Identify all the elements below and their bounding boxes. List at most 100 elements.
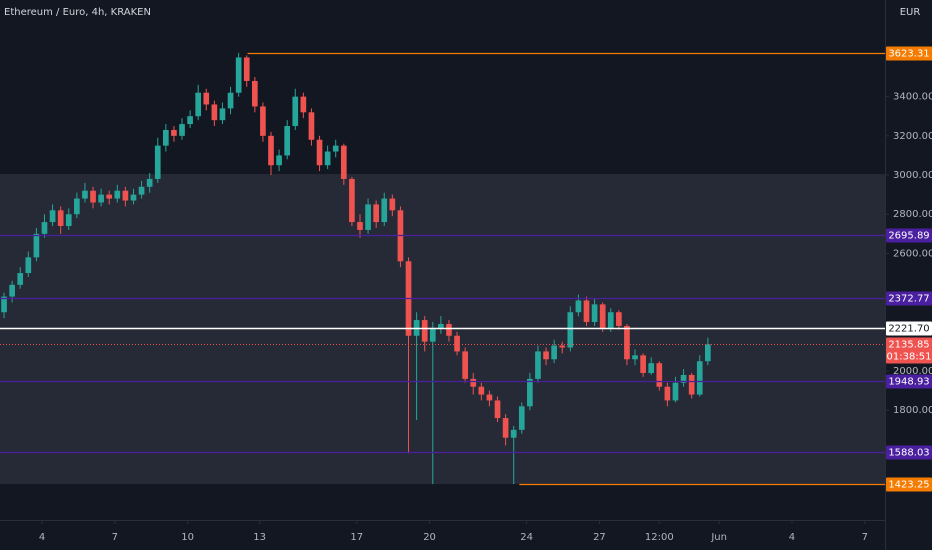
candle-body xyxy=(17,273,24,285)
level-label-box xyxy=(886,228,932,243)
x-tick-label: 12:00 xyxy=(645,532,674,543)
candle-body xyxy=(154,145,161,179)
candle-body xyxy=(664,386,671,401)
candle-body xyxy=(211,104,218,121)
candle-body xyxy=(122,190,129,201)
candle-body xyxy=(421,320,428,342)
candle-body xyxy=(632,355,638,360)
candle-body xyxy=(106,194,113,199)
candle-body xyxy=(599,304,606,328)
y-tick-label: 3000.00 xyxy=(893,170,932,181)
x-tick-label: 20 xyxy=(423,532,436,543)
candle-body xyxy=(527,378,533,407)
candle-body xyxy=(624,325,630,360)
candle-body xyxy=(648,363,655,373)
candle-body xyxy=(583,300,590,323)
candle-body xyxy=(340,145,347,179)
candle-body xyxy=(227,92,234,109)
countdown-label: 01:38:51 xyxy=(887,352,932,363)
x-tick-label: 4 xyxy=(39,532,45,543)
candle-body xyxy=(268,135,274,166)
candle-body xyxy=(502,418,509,438)
chart-title: Ethereum / Euro, 4h, KRAKEN xyxy=(4,7,151,18)
candle-body xyxy=(203,92,210,105)
candle-body xyxy=(535,351,541,379)
candle-body xyxy=(219,108,226,121)
candle-body xyxy=(680,374,687,383)
candle-body xyxy=(389,198,396,211)
candle-body xyxy=(292,96,299,127)
candle-body xyxy=(146,178,153,187)
candle-body xyxy=(696,361,703,395)
candle-body xyxy=(308,112,315,140)
y-tick-label: 1800.00 xyxy=(893,405,932,416)
candle-body xyxy=(332,145,339,152)
x-tick-label: 7 xyxy=(112,532,118,543)
x-tick-label: 10 xyxy=(181,532,194,543)
candle-body xyxy=(171,129,177,136)
candle-body xyxy=(429,327,436,342)
candle-body xyxy=(672,382,679,401)
level-label-box xyxy=(886,477,932,492)
candle-body xyxy=(130,194,137,201)
candle-body xyxy=(98,194,104,203)
candle-body xyxy=(688,374,695,395)
level-label: 1948.93 xyxy=(888,377,929,388)
level-label-box xyxy=(886,445,932,460)
candle-body xyxy=(114,190,121,199)
candle-body xyxy=(251,80,258,107)
last-price-label: 2135.85 xyxy=(888,340,929,351)
candle-body xyxy=(438,323,444,328)
candle-body xyxy=(25,257,32,274)
level-label: 1423.25 xyxy=(888,480,929,491)
candle-body xyxy=(187,116,193,125)
candle-body xyxy=(462,351,468,379)
candle-body xyxy=(243,57,250,81)
level-label-box xyxy=(886,46,932,61)
x-tick-label: 13 xyxy=(253,532,266,543)
candle-body xyxy=(49,210,56,223)
candle-body xyxy=(575,300,582,313)
level-label: 2695.89 xyxy=(888,231,929,242)
candle-body xyxy=(705,344,711,362)
plot-area xyxy=(0,52,885,486)
candle-body xyxy=(446,323,452,336)
candle-body xyxy=(478,386,485,395)
candle-body xyxy=(235,57,242,93)
candle-body xyxy=(33,233,40,258)
level-label: 1588.03 xyxy=(888,448,929,459)
candle-body xyxy=(357,222,363,230)
currency-label: EUR xyxy=(900,7,921,18)
candle-body xyxy=(284,126,291,156)
candle-body xyxy=(82,190,88,199)
candle-body xyxy=(381,198,388,223)
candle-body xyxy=(57,210,64,226)
candle-body xyxy=(260,106,266,136)
last-price-box xyxy=(886,337,932,364)
candle-body xyxy=(640,355,646,373)
candle-body xyxy=(179,124,185,136)
level-label-box xyxy=(886,374,932,389)
candle-body xyxy=(90,190,96,203)
level-label-box xyxy=(886,321,932,336)
candle-body xyxy=(616,312,622,326)
level-label: 2372.77 xyxy=(888,294,929,305)
level-label-box xyxy=(886,291,932,306)
candle-body xyxy=(591,304,598,323)
y-tick-label: 3400.00 xyxy=(893,92,932,103)
x-tick-label: 24 xyxy=(520,532,533,543)
candle-body xyxy=(41,222,48,234)
y-tick-label: 3200.00 xyxy=(893,131,932,142)
candle-body xyxy=(470,378,477,387)
y-tick-label: 2000.00 xyxy=(893,366,932,377)
candle-body xyxy=(195,92,202,117)
level-label: 2221.70 xyxy=(888,324,929,335)
candle-body xyxy=(9,284,15,297)
candle-body xyxy=(365,204,371,230)
candle-body xyxy=(373,204,379,223)
x-tick-label: 4 xyxy=(789,532,795,543)
y-tick-label: 2600.00 xyxy=(893,248,932,259)
candle-body xyxy=(1,296,7,313)
candle-body xyxy=(300,96,307,113)
